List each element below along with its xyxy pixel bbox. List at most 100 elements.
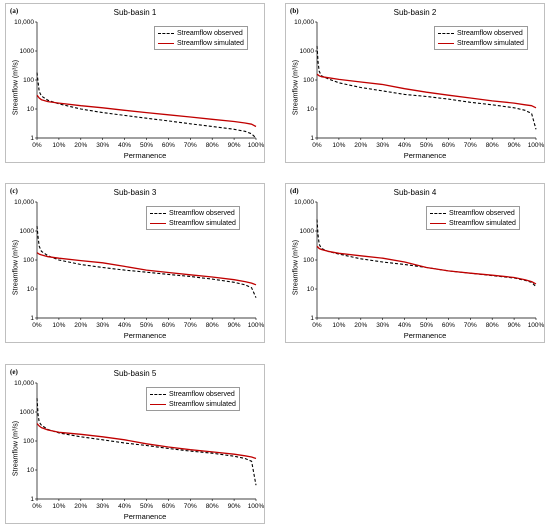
legend-item-observed: Streamflow observed	[430, 208, 516, 218]
x-tick-label: 60%	[162, 322, 175, 329]
y-axis-label: Streamflow (m³/s)	[12, 59, 20, 116]
y-tick-label: 100	[23, 438, 34, 445]
x-tick-label: 10%	[332, 142, 345, 149]
x-tick-label: 10%	[52, 142, 65, 149]
x-tick-label: 60%	[442, 142, 455, 149]
legend: Streamflow observed Streamflow simulated	[426, 206, 520, 230]
legend-item-simulated: Streamflow simulated	[430, 218, 516, 228]
x-tick-label: 20%	[74, 142, 87, 149]
chart-plot-e: 1 10 100 1000 10,000 0% 10% 20% 30% 40% 50% 60% 70% 8…	[14, 380, 265, 510]
x-tick-label: 70%	[184, 142, 197, 149]
legend-label-observed: Streamflow observed	[177, 29, 243, 37]
y-axis-label: Streamflow (m³/s)	[12, 239, 20, 296]
panel-tag: (b)	[290, 7, 299, 15]
x-tick-label: 100%	[528, 142, 545, 149]
series-observed-line	[36, 72, 257, 139]
x-tick-label: 40%	[398, 322, 411, 329]
y-tick-label: 10	[27, 467, 35, 474]
x-tick-label: 0%	[32, 322, 42, 329]
legend-swatch-simulated	[430, 222, 446, 224]
y-tick-label: 10	[27, 286, 35, 293]
legend-swatch-observed	[150, 393, 166, 395]
legend-label-simulated: Streamflow simulated	[449, 219, 516, 227]
x-tick-label: 100%	[248, 142, 265, 149]
y-tick-label: 10,000	[294, 19, 314, 26]
legend-swatch-observed	[150, 212, 166, 214]
legend: Streamflow observed Streamflow simulated	[434, 26, 528, 50]
y-tick-label: 10	[307, 286, 315, 293]
chart-panel-d: (d) Sub-basin 4 1 10 100 1000 10,000 0% 10% 20%…	[285, 183, 545, 343]
panel-tag: (d)	[290, 187, 299, 195]
legend-label-simulated: Streamflow simulated	[177, 39, 244, 47]
y-tick-label: 1	[30, 135, 34, 142]
x-axis-label: Permanence	[123, 331, 167, 340]
x-tick-label: 80%	[206, 503, 219, 510]
series-simulated-line	[316, 245, 537, 285]
y-tick-label: 1000	[20, 409, 35, 416]
chart-panel-e: (e) Sub-basin 5 1 10 100 1000 10,000 0% 10% 20%…	[5, 364, 265, 524]
legend-label-observed: Streamflow observed	[457, 29, 523, 37]
x-tick-label: 30%	[96, 503, 109, 510]
legend-label-observed: Streamflow observed	[169, 209, 235, 217]
y-tick-label: 1	[30, 496, 34, 503]
chart-panel-b: (b) Sub-basin 2 1 10 100 1000 10,000 0% 10% 20%…	[285, 3, 545, 163]
x-tick-label: 70%	[464, 322, 477, 329]
panel-tag: (a)	[10, 7, 19, 15]
y-tick-label: 100	[303, 257, 314, 264]
y-axis-label: Streamflow (m³/s)	[12, 420, 20, 477]
legend-swatch-observed	[430, 212, 446, 214]
legend-swatch-simulated	[150, 222, 166, 224]
legend-swatch-observed	[158, 32, 174, 34]
x-tick-label: 100%	[248, 322, 265, 329]
x-tick-label: 30%	[376, 142, 389, 149]
x-tick-label: 50%	[140, 503, 153, 510]
legend-item-observed: Streamflow observed	[150, 389, 236, 399]
x-axis-label: Permanence	[403, 151, 447, 160]
y-tick-label: 10,000	[14, 199, 34, 206]
x-axis-label: Permanence	[123, 512, 167, 521]
y-tick-label: 10	[27, 106, 35, 113]
x-tick-label: 90%	[228, 503, 241, 510]
y-tick-label: 1	[30, 315, 34, 322]
x-tick-label: 50%	[420, 322, 433, 329]
y-axis-label: Streamflow (m³/s)	[292, 239, 300, 296]
chart-panel-c: (c) Sub-basin 3 1 10 100 1000 10,000 0% 10% 20%…	[5, 183, 265, 343]
chart-plot-b: 1 10 100 1000 10,000 0% 10% 20% 30% 40% 50% 60% 70% 8…	[294, 19, 545, 149]
x-tick-label: 10%	[52, 322, 65, 329]
legend-item-simulated: Streamflow simulated	[438, 38, 524, 48]
x-tick-label: 100%	[248, 503, 265, 510]
series-simulated-line	[36, 252, 257, 286]
x-tick-label: 90%	[508, 142, 521, 149]
series-observed-line	[36, 398, 257, 486]
x-tick-label: 20%	[74, 503, 87, 510]
legend-swatch-observed	[438, 32, 454, 34]
x-tick-label: 40%	[118, 322, 131, 329]
x-tick-label: 0%	[32, 503, 42, 510]
x-tick-label: 60%	[442, 322, 455, 329]
y-tick-label: 100	[303, 77, 314, 84]
x-tick-label: 0%	[312, 142, 322, 149]
legend-label-observed: Streamflow observed	[449, 209, 515, 217]
chart-title: Sub-basin 4	[393, 188, 437, 197]
x-tick-label: 0%	[32, 142, 42, 149]
y-tick-label: 1000	[20, 48, 35, 55]
legend-item-simulated: Streamflow simulated	[150, 218, 236, 228]
y-tick-label: 10,000	[14, 19, 34, 26]
x-tick-label: 60%	[162, 503, 175, 510]
y-tick-label: 10,000	[14, 380, 34, 387]
series-observed-line	[36, 225, 257, 298]
y-axis-label: Streamflow (m³/s)	[292, 59, 300, 116]
x-tick-label: 80%	[486, 142, 499, 149]
legend: Streamflow observed Streamflow simulated	[146, 387, 240, 411]
x-tick-label: 90%	[228, 142, 241, 149]
x-tick-label: 40%	[118, 142, 131, 149]
x-tick-label: 80%	[486, 322, 499, 329]
chart-panel-a: (a) Sub-basin 1 1 10 100 1000 10,000 0% 10% 20%…	[5, 3, 265, 163]
x-tick-label: 80%	[206, 142, 219, 149]
x-tick-label: 20%	[74, 322, 87, 329]
legend-item-observed: Streamflow observed	[158, 28, 244, 38]
chart-title: Sub-basin 5	[113, 369, 157, 378]
x-tick-label: 60%	[162, 142, 175, 149]
legend: Streamflow observed Streamflow simulated	[146, 206, 240, 230]
legend-swatch-simulated	[150, 403, 166, 405]
